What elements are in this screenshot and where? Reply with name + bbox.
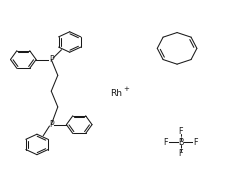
Text: F: F (178, 127, 183, 136)
Text: F: F (164, 138, 168, 147)
Text: P: P (49, 55, 54, 64)
Text: P: P (49, 120, 54, 129)
Text: B: B (178, 138, 183, 147)
Text: +: + (123, 86, 129, 92)
Text: Rh: Rh (110, 89, 123, 97)
Text: F: F (193, 138, 198, 147)
Text: F: F (178, 149, 183, 158)
